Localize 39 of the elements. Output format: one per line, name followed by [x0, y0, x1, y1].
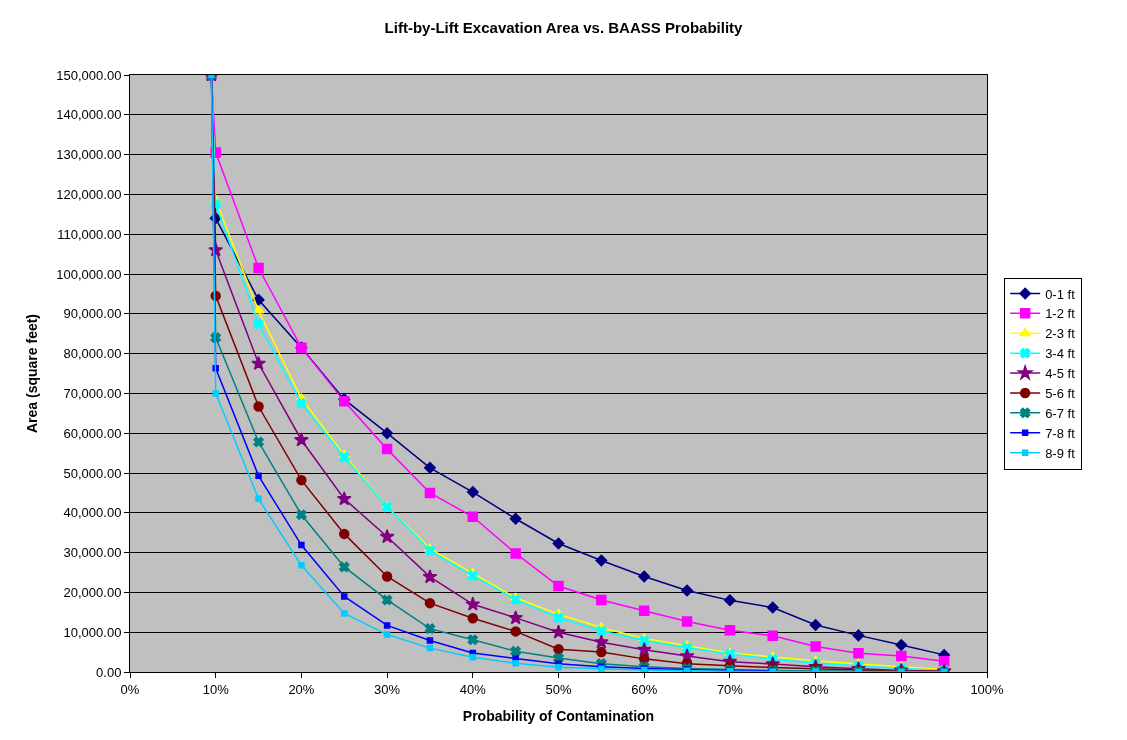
legend-label: 4-5 ft: [1045, 366, 1076, 382]
legend-label: 0-1 ft: [1045, 286, 1076, 302]
y-tick-label: 130,000.00: [56, 147, 122, 163]
y-tick-label: 100,000.00: [56, 266, 122, 282]
y-tick-label: 30,000.00: [63, 545, 122, 561]
x-tick-label: 60%: [631, 681, 658, 697]
x-tick-label: 30%: [374, 681, 401, 697]
y-tick-label: 90,000.00: [63, 306, 122, 322]
legend-label: 1-2 ft: [1045, 306, 1076, 322]
y-tick-label: 120,000.00: [56, 186, 122, 202]
y-axis-title: Area (square feet): [23, 313, 40, 434]
x-tick-label: 40%: [459, 681, 487, 697]
x-axis-title: Probability of Contamination: [462, 707, 655, 724]
x-tick-label: 80%: [802, 681, 830, 697]
x-tick-label: 50%: [545, 681, 572, 697]
y-tick-label: 20,000.00: [63, 584, 122, 600]
y-tick-label: 40,000.00: [63, 505, 122, 521]
legend-label: 3-4 ft: [1045, 346, 1076, 362]
legend-label: 2-3 ft: [1045, 326, 1076, 342]
chart-title: Lift-by-Lift Excavation Area vs. BAASS Probability: [384, 18, 744, 36]
legend-label: 6-7 ft: [1045, 405, 1076, 421]
y-tick-label: 10,000.00: [63, 624, 122, 640]
x-tick-label: 70%: [716, 681, 744, 697]
y-tick-label: 50,000.00: [63, 465, 122, 481]
legend-label: 8-9 ft: [1045, 445, 1076, 461]
y-tick-label: 0.00: [96, 664, 122, 680]
legend-label: 7-8 ft: [1045, 425, 1076, 441]
y-tick-label: 70,000.00: [63, 385, 122, 401]
y-tick-label: 80,000.00: [63, 346, 122, 362]
y-tick-label: 60,000.00: [63, 425, 122, 441]
x-tick-label: 0%: [120, 681, 140, 697]
y-tick-label: 140,000.00: [56, 107, 122, 123]
x-tick-label: 90%: [888, 681, 915, 697]
y-tick-label: 150,000.00: [56, 67, 122, 83]
legend-label: 5-6 ft: [1045, 386, 1076, 402]
x-tick-label: 20%: [288, 681, 315, 697]
y-tick-label: 110,000.00: [57, 226, 122, 242]
x-tick-label: 10%: [202, 681, 230, 697]
x-tick-label: 100%: [970, 681, 1005, 697]
